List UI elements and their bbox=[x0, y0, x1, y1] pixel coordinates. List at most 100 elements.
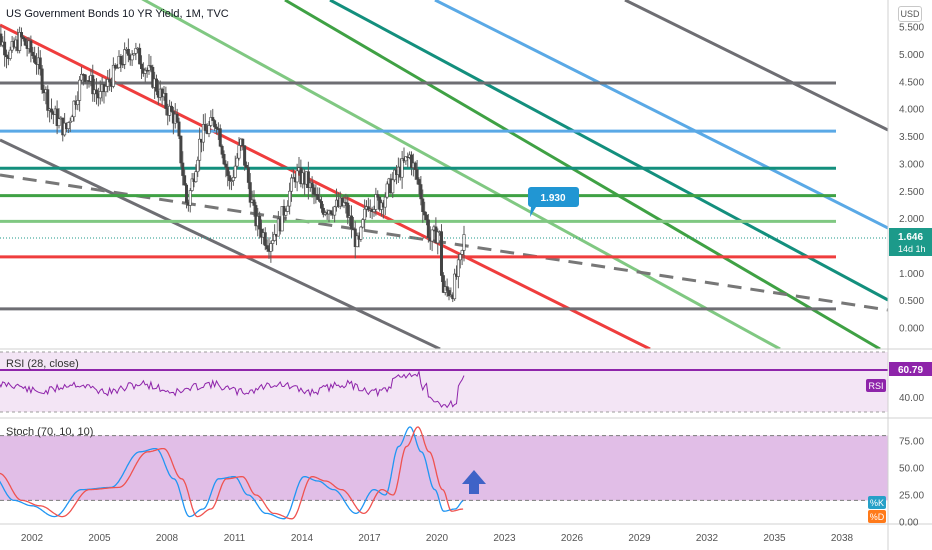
countdown-value: 14d 1h bbox=[898, 244, 926, 254]
price-tick-label: 3.000 bbox=[899, 159, 924, 170]
candle-body bbox=[155, 78, 159, 92]
candle-body bbox=[456, 259, 460, 277]
candle-body bbox=[76, 100, 80, 106]
candle-body bbox=[132, 53, 136, 56]
candle-body bbox=[33, 55, 37, 63]
candle-body bbox=[4, 54, 8, 58]
candle-body bbox=[215, 126, 219, 129]
candle-body bbox=[289, 177, 293, 192]
candle-body bbox=[271, 240, 275, 244]
candle-body bbox=[143, 69, 147, 74]
d-badge: %D bbox=[868, 510, 886, 523]
chart-title: US Government Bonds 10 YR Yield, 1M, TVC bbox=[6, 8, 229, 20]
candle-body bbox=[361, 219, 365, 228]
price-tick-label: 3.500 bbox=[899, 132, 924, 143]
candle-body bbox=[222, 154, 226, 165]
candle-body bbox=[66, 122, 70, 129]
candle-body bbox=[295, 170, 299, 183]
price-tick-label: 4.500 bbox=[899, 77, 924, 88]
candle-body bbox=[228, 175, 232, 181]
candle-body bbox=[175, 113, 179, 123]
candle-body bbox=[254, 205, 258, 227]
candle-body bbox=[372, 209, 376, 213]
candle-body bbox=[458, 254, 462, 261]
candle-body bbox=[181, 162, 185, 176]
candle-body bbox=[421, 198, 425, 212]
candle-body bbox=[265, 245, 269, 250]
candle-body bbox=[237, 145, 241, 159]
candle-body bbox=[179, 135, 183, 164]
price-pane[interactable]: 1.930 bbox=[0, 0, 888, 349]
candle-body bbox=[248, 182, 252, 203]
candle-body bbox=[318, 199, 322, 202]
candle-body bbox=[230, 180, 234, 182]
candle-body bbox=[98, 91, 102, 99]
candle-body bbox=[312, 187, 316, 195]
stoch-pane[interactable] bbox=[0, 426, 888, 520]
candle-body bbox=[241, 138, 245, 146]
candle-body bbox=[111, 64, 115, 87]
last-price-value: 1.646 bbox=[898, 232, 923, 243]
candle-body bbox=[211, 117, 215, 121]
candle-body bbox=[164, 93, 168, 109]
candle-body bbox=[409, 154, 413, 168]
candle-body bbox=[55, 108, 59, 127]
d-badge-text: %D bbox=[870, 512, 885, 522]
candle-body bbox=[108, 79, 112, 83]
candle-body bbox=[70, 116, 74, 122]
trend-line-3 bbox=[329, 0, 888, 302]
candle-body bbox=[286, 205, 290, 212]
rsi-pane[interactable] bbox=[0, 351, 888, 413]
candle-body bbox=[38, 57, 42, 70]
candle-body bbox=[263, 232, 267, 246]
candle-body bbox=[209, 117, 213, 126]
candle-body bbox=[226, 167, 230, 176]
candle-body bbox=[319, 201, 323, 209]
trend-line-1 bbox=[141, 0, 781, 349]
candle-body bbox=[426, 219, 430, 238]
candle-body bbox=[280, 206, 284, 232]
rsi-line bbox=[0, 369, 465, 409]
candle-body bbox=[346, 202, 350, 218]
candle-body bbox=[419, 184, 423, 200]
candles bbox=[0, 25, 466, 303]
stoch-tick-label: 75.00 bbox=[899, 437, 924, 448]
candle-body bbox=[40, 68, 44, 90]
candle-body bbox=[8, 49, 12, 59]
candle-body bbox=[374, 194, 378, 210]
stoch-tick-label: 25.00 bbox=[899, 491, 924, 502]
candle-body bbox=[441, 275, 445, 293]
candle-body bbox=[329, 210, 333, 215]
x-tick-label: 2020 bbox=[426, 533, 449, 544]
rsi-badge: RSI bbox=[866, 379, 886, 392]
price-tick-label: 2.000 bbox=[899, 214, 924, 225]
currency-button[interactable]: USD bbox=[898, 6, 922, 22]
candle-body bbox=[366, 206, 370, 211]
candle-body bbox=[68, 120, 72, 123]
candle-body bbox=[340, 197, 344, 207]
candle-body bbox=[385, 183, 389, 198]
x-tick-label: 2032 bbox=[696, 533, 719, 544]
price-tick-label: 5.500 bbox=[899, 23, 924, 34]
x-tick-label: 2014 bbox=[291, 533, 314, 544]
candle-body bbox=[29, 40, 33, 53]
candle-body bbox=[462, 234, 466, 251]
dashed-trend-line bbox=[0, 173, 888, 312]
stoch-tick-label: 50.00 bbox=[899, 464, 924, 475]
candle-body bbox=[207, 125, 211, 134]
candle-body bbox=[310, 182, 314, 189]
candle-body bbox=[149, 65, 153, 68]
rsi-label: RSI (28, close) bbox=[6, 358, 79, 370]
candle-body bbox=[306, 171, 310, 188]
price-tick-label: 1.000 bbox=[899, 269, 924, 280]
x-tick-label: 2011 bbox=[224, 533, 246, 544]
candle-body bbox=[424, 214, 428, 221]
candle-body bbox=[19, 32, 23, 38]
candle-body bbox=[316, 194, 320, 200]
rsi-band bbox=[0, 352, 888, 412]
x-tick-label: 2002 bbox=[21, 533, 44, 544]
candle-body bbox=[321, 207, 325, 215]
candle-body bbox=[445, 286, 449, 291]
